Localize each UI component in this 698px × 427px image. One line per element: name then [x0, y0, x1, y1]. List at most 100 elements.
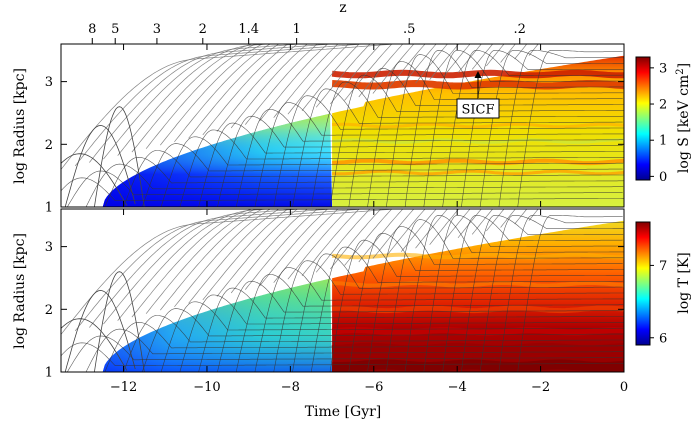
entropy-x-ticks — [123, 44, 625, 207]
shell-line — [198, 287, 624, 372]
shell-line — [301, 209, 360, 277]
shell-line — [517, 50, 623, 207]
colorbar-tick-label: 7 — [659, 259, 667, 274]
temperature-pre-heating-shading — [102, 278, 333, 372]
temperature-panel-frame — [60, 208, 625, 373]
shell-line — [179, 294, 624, 372]
x-axis-label: Time [Gyr] — [305, 404, 382, 420]
colorbar-tick-label: 1 — [659, 134, 667, 149]
y-tick-label: 3 — [45, 240, 53, 255]
x-tick-label: −10 — [193, 380, 220, 395]
shell-line — [89, 44, 336, 163]
shell-line — [117, 209, 273, 321]
shell-line — [528, 44, 539, 56]
band — [331, 252, 624, 260]
shell-line — [498, 215, 624, 372]
sicf-annotation: SICF — [456, 71, 500, 119]
band — [332, 169, 624, 176]
top-axis-tick-label: .2 — [514, 22, 526, 37]
shell-line — [292, 88, 623, 207]
shell-line — [85, 328, 624, 372]
entropy-y-ticks: 1 2 3 — [45, 75, 624, 216]
top-axis-ticks: 8 5 3 2 1.4 1 .5 .2 — [88, 22, 526, 44]
shell-line — [273, 95, 624, 207]
shell-line — [517, 215, 623, 372]
shell-line — [217, 280, 623, 372]
shell-line — [85, 163, 624, 207]
band — [331, 359, 624, 372]
shell-arc — [64, 290, 136, 372]
shell-line — [301, 44, 360, 112]
entropy-colorbar: 0 1 2 3 log S [keV cm2] — [635, 56, 692, 185]
shell-line — [174, 209, 271, 308]
temperature-colorbar-ticks: 67 — [650, 259, 667, 346]
shell-line — [103, 44, 305, 160]
shell-line — [145, 209, 257, 314]
band — [331, 342, 624, 358]
band — [332, 281, 624, 288]
shell-line — [423, 214, 624, 372]
shell-line — [344, 44, 393, 101]
shell-line — [188, 209, 280, 304]
shell-line — [61, 209, 400, 335]
temperature-shell-trajectories — [61, 209, 624, 372]
top-axis-tick-label: .5 — [403, 22, 415, 37]
shell-line — [423, 49, 624, 207]
temperature-y-label: log Radius [kpc] — [12, 233, 28, 349]
shell-arc — [64, 125, 136, 207]
colorbar-tick-label: 3 — [659, 61, 667, 76]
y-tick-label: 1 — [45, 201, 53, 216]
shell-line — [254, 267, 624, 372]
shell-line — [310, 246, 624, 372]
shell-line — [344, 209, 393, 266]
shell-line — [315, 209, 371, 273]
shell-line — [235, 274, 624, 372]
band — [331, 138, 624, 144]
shell-line — [273, 260, 624, 372]
x-tick-label: −2 — [531, 380, 550, 395]
shell-line — [386, 54, 624, 207]
shell-line — [216, 44, 298, 132]
shell-line — [404, 214, 624, 372]
entropy-pre-heating-shading — [102, 113, 333, 207]
shell-line — [174, 44, 271, 143]
shell-line — [330, 209, 382, 270]
shell-line — [117, 44, 273, 156]
band — [331, 327, 624, 336]
shell-line — [404, 49, 624, 207]
shell-line — [103, 209, 305, 325]
shell-line — [74, 209, 368, 332]
shell-line — [61, 44, 400, 170]
shell-line — [442, 50, 623, 207]
temperature-colorbar-scale — [635, 221, 651, 346]
shell-line — [145, 44, 257, 149]
shell-line — [254, 102, 624, 207]
shell-line — [461, 215, 624, 372]
colorbar-tick-label: 2 — [659, 98, 667, 113]
entropy-colorbar-ticks: 0 1 2 3 — [650, 61, 667, 185]
entropy-colorbar-scale — [635, 56, 651, 181]
temperature-colorbar: 67 log T [K] — [635, 221, 692, 346]
y-tick-label: 2 — [45, 138, 53, 153]
shell-line — [479, 50, 624, 207]
y-tick-label: 2 — [45, 303, 53, 318]
shell-line — [479, 215, 624, 372]
top-axis-label: z — [339, 0, 346, 16]
shell-line — [287, 44, 350, 115]
shell-arc — [61, 318, 128, 371]
shell-arc — [61, 153, 128, 206]
shell-line — [160, 44, 264, 146]
shell-line — [89, 209, 336, 328]
shell-line — [287, 209, 350, 280]
top-axis-tick-label: 2 — [199, 22, 207, 37]
shell-line — [273, 209, 339, 283]
shell-line — [160, 209, 264, 311]
shell-line — [442, 215, 623, 372]
top-axis-tick-label: 8 — [88, 22, 96, 37]
shell-arc — [94, 106, 145, 207]
x-tick-label: −6 — [364, 380, 383, 395]
shell-line — [142, 143, 623, 207]
entropy-y-label: log Radius [kpc] — [12, 68, 28, 184]
entropy-colorbar-label: log S [keV cm2] — [675, 63, 692, 173]
entropy-panel-frame — [60, 43, 625, 208]
